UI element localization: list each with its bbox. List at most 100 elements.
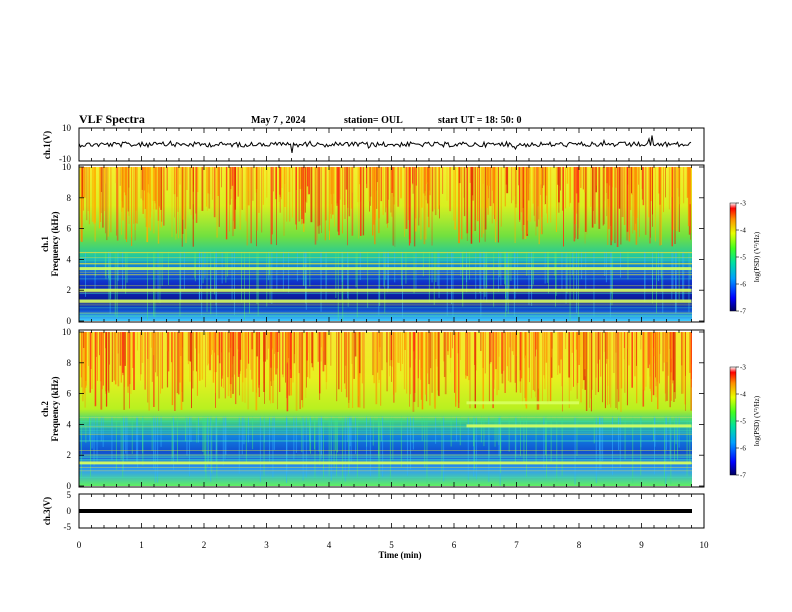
spectral-streak xyxy=(117,332,120,387)
spectral-streak xyxy=(598,167,601,229)
spectral-streak xyxy=(261,167,263,233)
spectral-streak xyxy=(246,167,249,246)
spectral-streak xyxy=(240,332,241,372)
spectral-band xyxy=(79,459,692,461)
ch1-waveform-trace xyxy=(78,135,692,153)
spectral-streak xyxy=(338,167,340,236)
spectral-streak xyxy=(191,332,192,409)
spectral-streak xyxy=(116,167,119,241)
spectral-streak xyxy=(271,332,273,350)
spectral-streak xyxy=(351,167,354,193)
spectral-streak xyxy=(89,167,91,215)
figure-title: VLF Spectra xyxy=(79,112,145,126)
spectral-streak xyxy=(198,416,199,443)
spectral-streak xyxy=(123,332,125,410)
spectral-streak xyxy=(105,251,107,280)
spectral-streak xyxy=(328,416,330,476)
spectral-streak xyxy=(497,332,500,391)
spectral-streak xyxy=(557,167,559,185)
spectral-streak xyxy=(385,167,387,208)
spectral-streak xyxy=(435,332,437,359)
spectral-streak xyxy=(439,167,440,219)
spectral-streak xyxy=(583,332,585,381)
spectral-streak xyxy=(126,167,128,242)
spectral-streak xyxy=(299,167,301,190)
spectral-streak xyxy=(503,332,505,371)
spectral-streak xyxy=(549,332,552,402)
spectral-streak xyxy=(299,332,301,410)
spectral-streak xyxy=(85,332,87,381)
spectral-streak xyxy=(238,416,240,474)
spectral-streak xyxy=(571,332,574,353)
spectral-streak xyxy=(429,167,431,191)
ch1-waveform-ylabel: ch.1(V) xyxy=(42,131,52,159)
spectral-streak xyxy=(522,167,524,208)
spectral-streak xyxy=(426,332,429,374)
spectral-streak xyxy=(558,167,560,213)
ch2-colorbar xyxy=(729,366,737,476)
spectral-streak xyxy=(182,167,185,220)
spectral-streak xyxy=(671,332,673,359)
spectral-streak xyxy=(342,251,344,321)
spectral-streak xyxy=(507,332,509,381)
date-label: May 7 , 2024 xyxy=(251,115,305,126)
spectral-band xyxy=(79,440,692,442)
spectral-streak xyxy=(628,332,630,366)
spectral-streak xyxy=(494,167,497,243)
spectral-streak xyxy=(376,167,378,183)
spectral-band xyxy=(79,420,692,422)
spectral-streak xyxy=(529,167,530,184)
spectral-streak xyxy=(558,332,560,366)
spectral-streak xyxy=(125,167,127,240)
spectral-streak xyxy=(154,251,156,318)
spectral-streak xyxy=(469,167,472,183)
spectral-streak xyxy=(389,332,390,377)
spectral-streak xyxy=(368,167,370,202)
y-tick-label: 4 xyxy=(67,419,72,429)
spectral-streak xyxy=(234,251,235,316)
spectral-streak xyxy=(304,167,306,213)
spectral-streak xyxy=(511,332,514,352)
spectral-streak xyxy=(504,332,506,393)
spectral-streak xyxy=(141,167,143,190)
spectral-streak xyxy=(176,167,177,234)
spectral-streak xyxy=(272,332,274,404)
spectral-streak xyxy=(456,416,457,442)
spectral-streak xyxy=(298,167,300,222)
spectral-streak xyxy=(483,416,485,447)
spectral-streak xyxy=(540,167,542,235)
spectral-streak xyxy=(218,332,220,399)
spectral-streak xyxy=(413,332,415,403)
spectral-streak xyxy=(167,332,170,372)
spectral-streak xyxy=(522,167,523,188)
spectral-streak xyxy=(230,167,232,190)
spectral-streak xyxy=(409,332,410,407)
spectral-streak xyxy=(343,167,346,205)
spectral-streak xyxy=(115,167,117,184)
x-tick-label: 10 xyxy=(700,540,710,550)
spectral-streak xyxy=(400,167,402,198)
ch3-ytick-bottom: -5 xyxy=(64,522,72,532)
spectral-streak xyxy=(386,332,388,392)
spectral-streak xyxy=(496,416,498,441)
spectral-streak xyxy=(344,332,347,366)
spectral-streak xyxy=(122,251,124,289)
emission-band xyxy=(466,401,579,405)
spectral-streak xyxy=(80,332,82,378)
spectral-streak xyxy=(641,167,643,189)
spectral-streak xyxy=(655,332,656,378)
spectral-streak xyxy=(608,167,610,230)
spectral-streak xyxy=(609,167,611,186)
spectral-streak xyxy=(189,416,190,477)
spectral-streak xyxy=(611,167,613,242)
spectral-streak xyxy=(543,416,545,469)
spectral-streak xyxy=(179,251,181,317)
spectral-streak xyxy=(321,167,322,233)
spectral-streak xyxy=(449,332,452,358)
spectral-streak xyxy=(207,416,209,467)
spectral-streak xyxy=(676,167,678,232)
spectral-streak xyxy=(507,251,509,314)
spectral-streak xyxy=(263,332,265,392)
spectral-streak xyxy=(135,167,136,231)
spectral-streak xyxy=(650,167,651,238)
